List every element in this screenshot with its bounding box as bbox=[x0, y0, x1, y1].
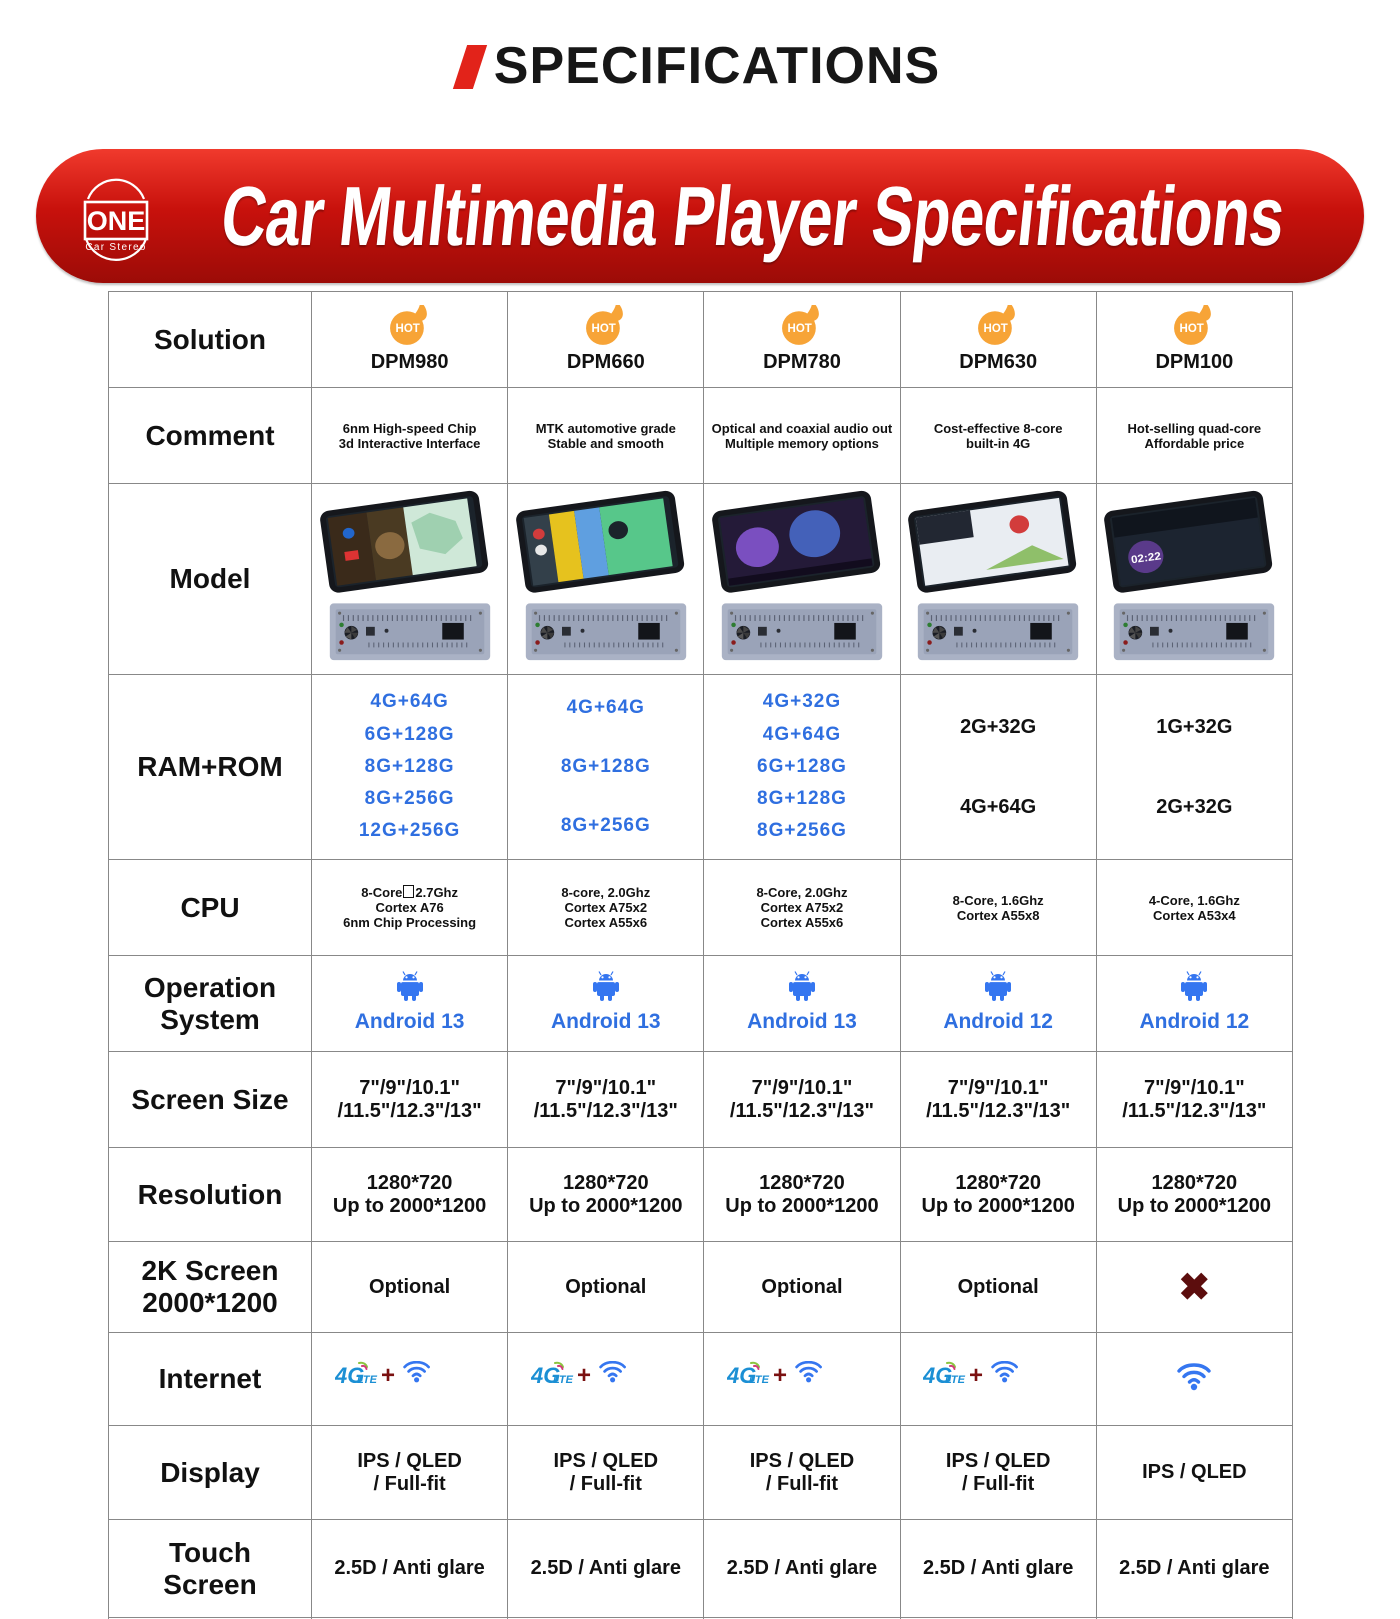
svg-text:HOT: HOT bbox=[984, 323, 1008, 335]
svg-text:HOT: HOT bbox=[788, 323, 812, 335]
svg-text:HOT: HOT bbox=[591, 323, 615, 335]
svg-text:HOT: HOT bbox=[1180, 323, 1204, 335]
svg-text:Car Stereo: Car Stereo bbox=[85, 242, 146, 253]
svg-text:HOT: HOT bbox=[395, 323, 419, 335]
svg-text:ONE: ONE bbox=[87, 206, 146, 236]
